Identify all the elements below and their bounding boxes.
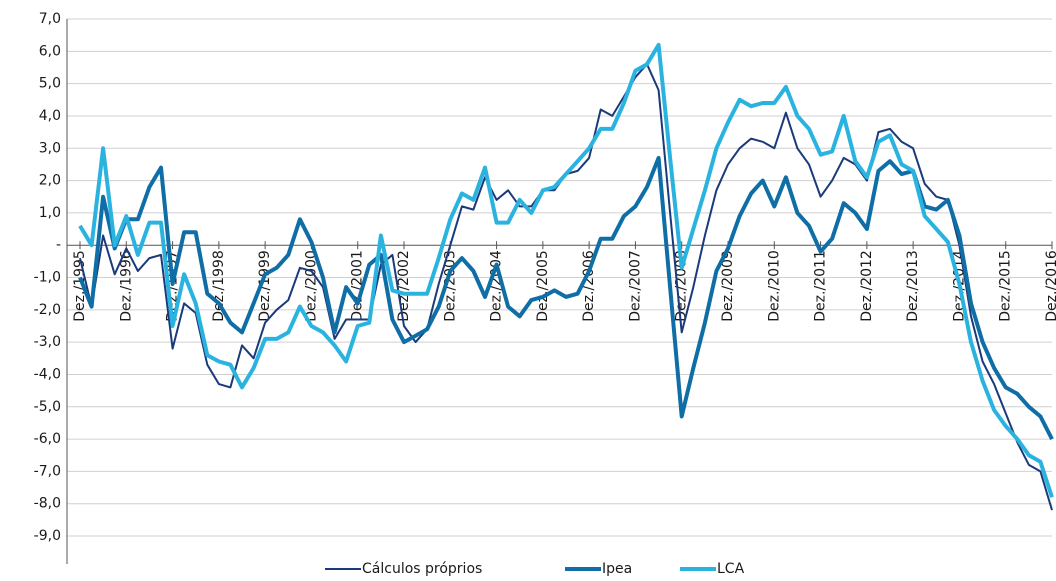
x-tick-label: Dez./2000 <box>303 250 319 322</box>
x-tick-label: Dez./2013 <box>905 250 921 322</box>
x-tick-label: Dez./2001 <box>350 250 366 322</box>
series-line <box>78 155 1054 441</box>
x-tick-label: Dez./2011 <box>813 250 829 322</box>
legend-label: Ipea <box>602 561 632 577</box>
y-tick-label: 2,0 <box>39 173 61 189</box>
y-tick-label: 3,0 <box>39 140 61 156</box>
x-tick-label: Dez./1996 <box>118 250 134 322</box>
x-tick-label: Dez./2004 <box>489 250 505 322</box>
y-tick-label: 4,0 <box>39 108 61 124</box>
y-tick-label: 1,0 <box>39 205 61 221</box>
x-tick-label: Dez./2016 <box>1044 250 1056 322</box>
x-tick-label: Dez./2007 <box>627 250 643 322</box>
x-tick-label: Dez./1998 <box>211 250 227 322</box>
x-tick-label: Dez./2005 <box>535 250 551 322</box>
y-tick-label: -2,0 <box>34 302 61 318</box>
y-tick-label: -6,0 <box>34 431 61 447</box>
y-tick-label: -1,0 <box>34 270 61 286</box>
x-tick-label: Dez./2006 <box>581 250 597 322</box>
x-tick-label: Dez./2015 <box>998 250 1014 322</box>
y-tick-label: 7,0 <box>39 11 61 27</box>
legend-label: LCA <box>717 561 745 577</box>
y-tick-label: -4,0 <box>34 366 61 382</box>
y-tick-label: -9,0 <box>34 528 61 544</box>
x-tick-label: Dez./2012 <box>859 250 875 322</box>
x-tick-label: Dez./2010 <box>766 250 782 322</box>
x-tick-label: Dez./1995 <box>72 250 88 322</box>
y-tick-label: -3,0 <box>34 334 61 350</box>
x-tick-label: Dez./2009 <box>720 250 736 322</box>
series-line <box>78 42 1054 498</box>
y-tick-label: -5,0 <box>34 399 61 415</box>
x-tick-label: Dez./2008 <box>674 250 690 322</box>
y-tick-label: 6,0 <box>39 43 61 59</box>
x-tick-label: Dez./1999 <box>257 250 273 322</box>
y-tick-label: - <box>56 237 61 253</box>
legend-label: Cálculos próprios <box>362 561 482 577</box>
y-tick-label: -8,0 <box>34 496 61 512</box>
y-tick-label: 5,0 <box>39 76 61 92</box>
y-tick-label: -7,0 <box>34 463 61 479</box>
